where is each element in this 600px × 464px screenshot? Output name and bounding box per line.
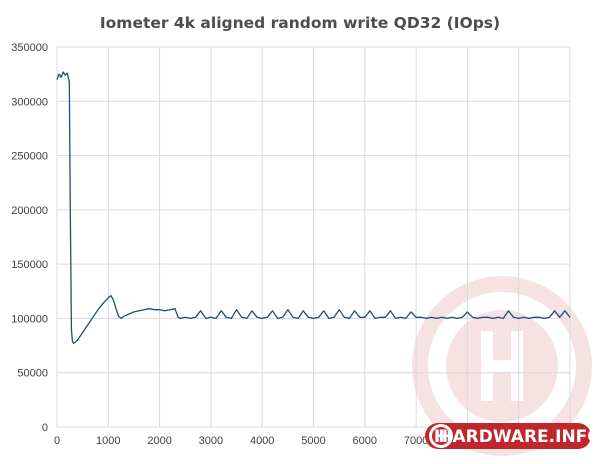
x-tick-label: 0 xyxy=(54,435,60,447)
y-tick-label: 350000 xyxy=(11,42,48,54)
y-tick-label: 50000 xyxy=(17,368,48,380)
chart-title: Iometer 4k aligned random write QD32 (IO… xyxy=(100,14,500,32)
y-tick-label: 300000 xyxy=(11,96,48,108)
axis-tick-labels: 0500001000001500002000002500003000003500… xyxy=(11,42,585,447)
y-tick-label: 250000 xyxy=(11,151,48,163)
x-tick-label: 1000 xyxy=(96,435,120,447)
x-tick-label: 3000 xyxy=(199,435,223,447)
series-lines xyxy=(56,71,571,345)
series-line xyxy=(56,71,571,345)
x-tick-label: 6000 xyxy=(353,435,377,447)
y-tick-label: 200000 xyxy=(11,205,48,217)
logo-text: HARDWARE.INFO xyxy=(438,427,600,447)
y-tick-label: 150000 xyxy=(11,259,48,271)
y-tick-label: 100000 xyxy=(11,313,48,325)
x-tick-label: 7000 xyxy=(404,435,428,447)
logo-mark-letter: H xyxy=(434,427,448,447)
x-tick-label: 4000 xyxy=(250,435,274,447)
x-tick-label: 2000 xyxy=(147,435,171,447)
hardware-info-logo: H HARDWARE.INFO xyxy=(425,423,600,449)
gridlines xyxy=(56,46,571,428)
x-tick-label: 5000 xyxy=(301,435,325,447)
y-tick-label: 0 xyxy=(42,422,48,434)
